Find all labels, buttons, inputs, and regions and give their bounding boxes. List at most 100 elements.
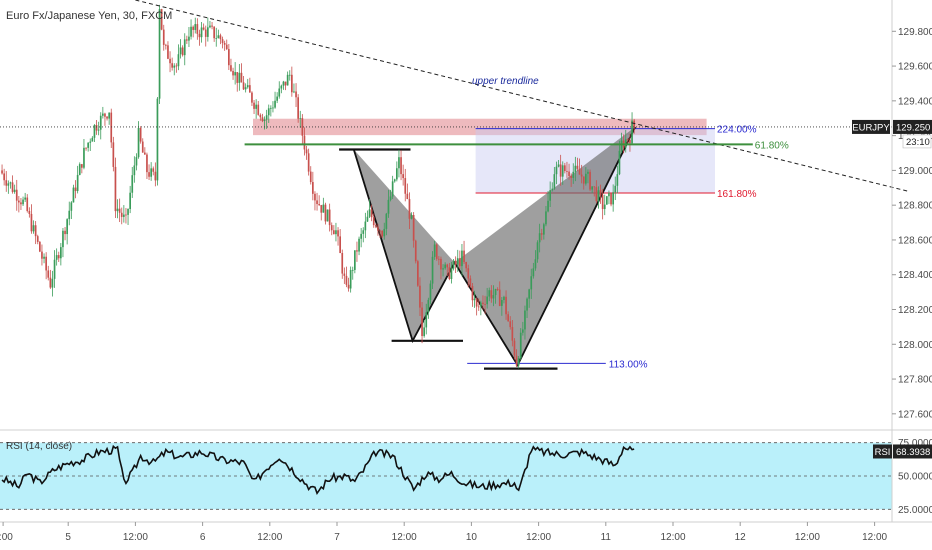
candle-body xyxy=(473,298,476,301)
candle-body xyxy=(217,35,220,39)
candle-body xyxy=(480,302,482,307)
candle-body xyxy=(347,284,350,289)
candle-body xyxy=(337,230,339,237)
candle-body xyxy=(612,192,614,205)
candle-body xyxy=(414,240,417,262)
candle-body xyxy=(169,58,171,64)
candle-body xyxy=(209,25,211,28)
candle-body xyxy=(85,147,87,149)
candle-body xyxy=(156,98,159,181)
candle-body xyxy=(343,273,346,276)
last-price-badge: 129.250 xyxy=(896,122,930,133)
candle-body xyxy=(335,230,337,235)
candle-body xyxy=(225,44,228,50)
candle-body xyxy=(423,327,425,337)
candle-body xyxy=(280,85,283,89)
candle-body xyxy=(211,25,213,27)
candle-body xyxy=(89,141,92,143)
candle-body xyxy=(503,296,505,301)
candle-body xyxy=(202,27,205,30)
candle-body xyxy=(349,270,352,289)
candle-body xyxy=(561,165,564,177)
candle-body xyxy=(513,340,516,356)
candle-body xyxy=(419,285,421,308)
candle-body xyxy=(303,135,306,150)
candle-body xyxy=(333,230,335,235)
candle-body xyxy=(282,81,285,86)
candle-body xyxy=(603,204,606,210)
candle-body xyxy=(482,302,484,305)
y-tick-label: 127.600 xyxy=(898,409,932,420)
candle-body xyxy=(589,171,591,190)
candle-body xyxy=(34,225,37,237)
candle-body xyxy=(396,168,398,180)
candle-body xyxy=(614,185,617,193)
candle-body xyxy=(429,283,432,300)
candle-body xyxy=(375,225,377,227)
candle-body xyxy=(532,268,535,277)
candle-body xyxy=(383,228,386,237)
x-tick-label: 12:00 xyxy=(392,532,417,543)
candle-body xyxy=(7,183,10,186)
candle-body xyxy=(421,307,423,337)
candle-body xyxy=(400,157,402,175)
candle-body xyxy=(593,186,596,188)
candle-body xyxy=(146,154,148,173)
candle-body xyxy=(524,310,526,330)
chart-title: Euro Fx/Japanese Yen, 30, FXCM xyxy=(6,10,173,22)
candle-body xyxy=(631,120,633,144)
candle-body xyxy=(299,118,302,119)
candle-body xyxy=(188,36,190,41)
candle-body xyxy=(144,152,146,155)
candle-body xyxy=(236,72,239,83)
candle-body xyxy=(102,113,104,116)
lines-layer xyxy=(0,0,909,192)
candle-body xyxy=(410,214,413,219)
candle-body xyxy=(175,65,178,67)
candle-body xyxy=(557,164,560,167)
candle-body xyxy=(162,29,165,45)
y-tick-label: 128.400 xyxy=(898,270,932,281)
candle-body xyxy=(322,204,325,213)
candle-body xyxy=(286,74,289,86)
candle-body xyxy=(20,202,22,205)
candle-body xyxy=(545,211,547,225)
y-tick-label: 129.800 xyxy=(898,27,932,38)
y-tick-label: 129.000 xyxy=(898,166,932,177)
candle-body xyxy=(64,230,66,235)
candle-body xyxy=(610,193,612,205)
candle-body xyxy=(213,26,215,39)
candle-body xyxy=(326,209,329,222)
candle-body xyxy=(242,82,245,90)
candle-body xyxy=(234,72,236,76)
candle-body xyxy=(572,171,575,178)
candle-body xyxy=(385,213,388,229)
candle-body xyxy=(26,197,29,211)
candle-body xyxy=(139,127,142,142)
candle-body xyxy=(288,74,291,76)
candle-body xyxy=(3,173,5,181)
candle-body xyxy=(587,171,589,174)
candle-body xyxy=(297,97,299,119)
candle-body xyxy=(574,165,577,172)
candle-body xyxy=(253,102,255,109)
candle-body xyxy=(154,171,157,181)
candle-body xyxy=(591,186,593,190)
candle-body xyxy=(11,182,14,192)
countdown-badge: 23:10 xyxy=(906,137,930,148)
candle-body xyxy=(345,275,348,285)
candle-body xyxy=(127,209,129,215)
candle-body xyxy=(135,157,138,166)
candle-body xyxy=(123,214,125,217)
candle-body xyxy=(200,27,203,38)
rsi-value-badge-bg xyxy=(893,444,932,459)
rsi-line xyxy=(1,444,635,496)
candle-body xyxy=(381,230,383,237)
candle-body xyxy=(309,171,312,183)
candle-body xyxy=(446,264,449,268)
candle-body xyxy=(76,174,79,192)
candle-body xyxy=(465,262,467,269)
candle-body xyxy=(507,314,509,322)
candle-body xyxy=(456,258,459,265)
